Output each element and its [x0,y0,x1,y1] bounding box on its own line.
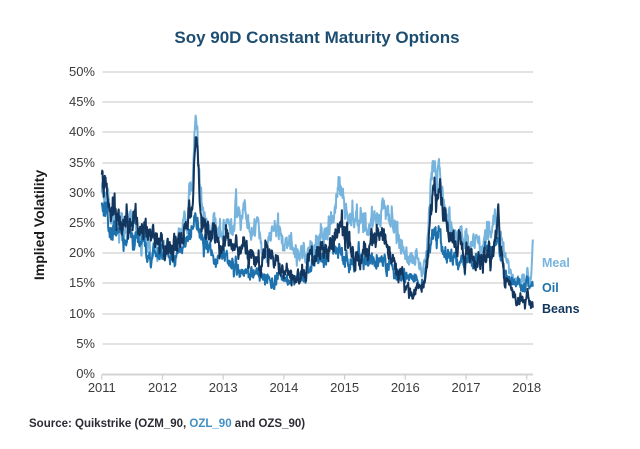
svg-text:Implied Volatility: Implied Volatility [31,170,47,280]
svg-text:2016: 2016 [391,380,420,395]
svg-text:25%: 25% [69,215,95,230]
svg-text:2017: 2017 [452,380,481,395]
svg-text:2018: 2018 [512,380,541,395]
svg-text:10%: 10% [69,306,95,321]
svg-text:Oil: Oil [542,281,559,295]
svg-text:2014: 2014 [269,380,298,395]
svg-text:15%: 15% [69,275,95,290]
svg-text:2011: 2011 [88,380,116,395]
svg-text:Beans: Beans [542,302,580,316]
svg-text:20%: 20% [69,245,95,260]
svg-text:Source: Quikstrike (OZM_90, OZ: Source: Quikstrike (OZM_90, OZL_90 and O… [29,418,305,430]
svg-text:50%: 50% [69,64,95,79]
svg-text:0%: 0% [76,366,95,381]
svg-text:Soy 90D Constant Maturity Opti: Soy 90D Constant Maturity Options [174,28,459,47]
svg-text:40%: 40% [69,124,95,139]
svg-text:2013: 2013 [209,380,238,395]
svg-text:30%: 30% [69,185,95,200]
svg-text:Meal: Meal [542,256,570,270]
svg-text:2015: 2015 [330,380,359,395]
svg-text:45%: 45% [69,94,95,109]
svg-text:2012: 2012 [148,380,177,395]
svg-text:35%: 35% [69,155,95,170]
svg-text:5%: 5% [76,336,95,351]
